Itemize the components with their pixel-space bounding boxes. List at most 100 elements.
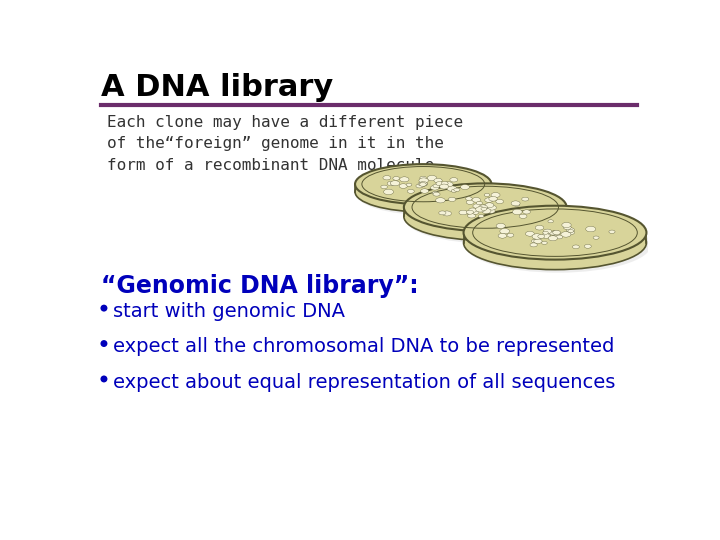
Ellipse shape [541, 234, 550, 238]
Ellipse shape [441, 181, 448, 185]
Ellipse shape [454, 188, 460, 191]
Text: start with genomic DNA: start with genomic DNA [113, 302, 346, 321]
Ellipse shape [526, 231, 534, 236]
Ellipse shape [432, 191, 438, 195]
Ellipse shape [609, 230, 615, 233]
Ellipse shape [478, 214, 484, 218]
Ellipse shape [491, 193, 500, 198]
Ellipse shape [439, 184, 449, 189]
Ellipse shape [485, 198, 493, 202]
Ellipse shape [550, 231, 557, 235]
Ellipse shape [101, 340, 107, 347]
Ellipse shape [420, 176, 426, 180]
Ellipse shape [459, 210, 467, 215]
Ellipse shape [513, 203, 520, 206]
Ellipse shape [522, 197, 528, 201]
Ellipse shape [544, 229, 552, 234]
Ellipse shape [479, 205, 487, 210]
Ellipse shape [496, 224, 505, 228]
Ellipse shape [548, 220, 554, 223]
Ellipse shape [469, 208, 477, 212]
Ellipse shape [101, 375, 107, 382]
Ellipse shape [568, 230, 574, 233]
Ellipse shape [584, 245, 591, 248]
Ellipse shape [496, 199, 503, 204]
Ellipse shape [556, 235, 563, 239]
Ellipse shape [500, 228, 510, 234]
Ellipse shape [485, 203, 494, 207]
Ellipse shape [538, 234, 545, 238]
Ellipse shape [563, 225, 571, 229]
Ellipse shape [434, 178, 442, 183]
Ellipse shape [436, 181, 444, 186]
Ellipse shape [390, 181, 400, 186]
Ellipse shape [420, 189, 428, 193]
Ellipse shape [489, 197, 498, 201]
Ellipse shape [530, 243, 537, 247]
Ellipse shape [404, 184, 567, 231]
Ellipse shape [400, 177, 409, 182]
Ellipse shape [476, 207, 485, 212]
Ellipse shape [467, 212, 474, 215]
Ellipse shape [444, 182, 453, 187]
Ellipse shape [433, 192, 440, 196]
Ellipse shape [418, 183, 425, 187]
Ellipse shape [487, 205, 496, 210]
Ellipse shape [406, 183, 412, 186]
Text: “Genomic DNA library”:: “Genomic DNA library”: [101, 274, 418, 298]
Polygon shape [404, 207, 567, 240]
Ellipse shape [449, 197, 456, 201]
Ellipse shape [567, 228, 575, 232]
Ellipse shape [534, 239, 542, 244]
Ellipse shape [465, 217, 651, 273]
Ellipse shape [356, 173, 496, 215]
Ellipse shape [461, 185, 469, 190]
Ellipse shape [562, 222, 571, 227]
Ellipse shape [419, 178, 428, 183]
Polygon shape [355, 184, 492, 212]
Ellipse shape [481, 207, 487, 211]
Ellipse shape [355, 164, 492, 204]
Ellipse shape [549, 236, 557, 241]
Ellipse shape [466, 197, 472, 200]
Text: expect all the chromosomal DNA to be represented: expect all the chromosomal DNA to be rep… [113, 338, 615, 356]
Ellipse shape [472, 198, 480, 202]
Polygon shape [464, 233, 647, 269]
Ellipse shape [498, 233, 507, 238]
Ellipse shape [482, 208, 491, 213]
Ellipse shape [467, 200, 474, 205]
Ellipse shape [405, 194, 571, 244]
Text: expect about equal representation of all sequences: expect about equal representation of all… [113, 373, 616, 392]
Ellipse shape [519, 214, 527, 218]
Ellipse shape [450, 178, 458, 182]
Ellipse shape [447, 186, 457, 191]
Ellipse shape [464, 206, 647, 260]
Ellipse shape [572, 245, 580, 249]
Ellipse shape [393, 177, 400, 180]
Ellipse shape [427, 176, 437, 181]
Ellipse shape [418, 182, 426, 186]
Ellipse shape [482, 205, 490, 209]
Ellipse shape [438, 211, 446, 215]
Ellipse shape [472, 211, 479, 214]
Ellipse shape [436, 198, 445, 203]
Text: A DNA library: A DNA library [101, 72, 333, 102]
Ellipse shape [535, 225, 544, 230]
Ellipse shape [552, 234, 561, 239]
Ellipse shape [387, 181, 395, 186]
Ellipse shape [420, 183, 426, 186]
Ellipse shape [567, 230, 575, 235]
Ellipse shape [433, 184, 440, 188]
Ellipse shape [420, 181, 427, 186]
Ellipse shape [431, 185, 439, 190]
Ellipse shape [487, 208, 495, 213]
Ellipse shape [381, 185, 387, 188]
Ellipse shape [416, 184, 423, 188]
Ellipse shape [467, 210, 474, 214]
Ellipse shape [532, 234, 542, 239]
Ellipse shape [544, 232, 552, 236]
Ellipse shape [383, 176, 391, 180]
Ellipse shape [473, 204, 481, 208]
Ellipse shape [442, 211, 451, 216]
Ellipse shape [419, 181, 428, 186]
